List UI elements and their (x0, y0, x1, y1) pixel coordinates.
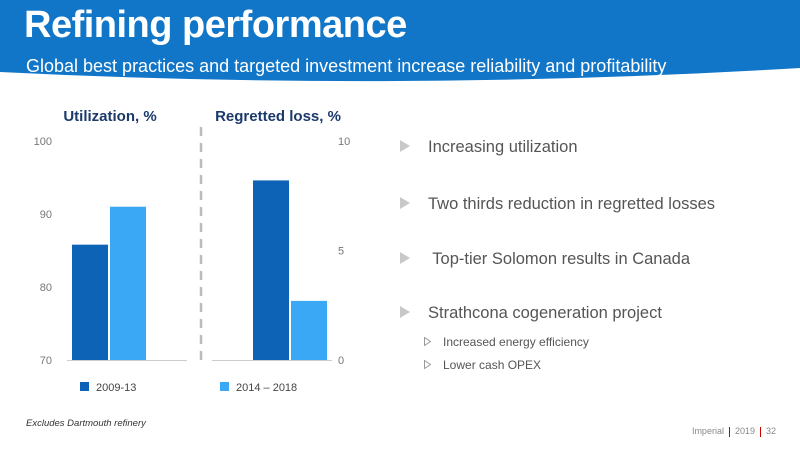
bullet-solomon: Top-tier Solomon results in Canada (400, 250, 690, 269)
footer-separator (728, 426, 730, 437)
y-tick-label: 70 (40, 355, 52, 367)
y-tick-label: 80 (40, 282, 52, 294)
footer-company: Imperial (691, 426, 724, 436)
legend-swatch (80, 382, 89, 391)
bar-utilization-1 (110, 206, 146, 360)
bar-regretted-loss-0 (253, 180, 289, 360)
outline-triangle-icon (424, 337, 431, 347)
triangle-bullet-icon (400, 251, 410, 264)
footer: Imperial 2019 32 (692, 426, 776, 437)
legend-label: 2014 – 2018 (236, 382, 297, 394)
sub-bullet-cash-opex: Lower cash OPEX (424, 358, 541, 372)
sub-bullet-energy-efficiency: Increased energy efficiency (424, 335, 589, 349)
y-tick-label: 5 (338, 246, 344, 258)
header-band (0, 0, 800, 84)
outline-triangle-icon (424, 360, 431, 370)
bullet-utilization: Increasing utilization (400, 138, 578, 157)
footnote: Excludes Dartmouth refinery (26, 418, 146, 429)
triangle-bullet-icon (400, 196, 410, 209)
bar-regretted-loss-1 (291, 300, 327, 360)
footer-year: 2019 (734, 426, 755, 436)
bar-utilization-0 (72, 244, 108, 360)
y-tick-label: 100 (34, 136, 52, 148)
page-title: Refining performance (24, 4, 407, 46)
footer-separator (759, 426, 761, 437)
chart-title-0: Utilization, % (63, 108, 156, 125)
y-tick-label: 90 (40, 209, 52, 221)
chart-title-1: Regretted loss, % (215, 108, 341, 125)
legend-swatch (220, 382, 229, 391)
y-tick-label: 0 (338, 355, 344, 367)
footer-page: 32 (765, 426, 776, 436)
triangle-bullet-icon (400, 139, 410, 152)
bullet-cogeneration: Strathcona cogeneration project (400, 304, 662, 323)
legend-label: 2009-13 (96, 382, 136, 394)
bullet-regretted-losses: Two thirds reduction in regretted losses (400, 195, 715, 214)
page-subtitle: Global best practices and targeted inves… (26, 56, 667, 76)
triangle-bullet-icon (400, 305, 410, 318)
y-tick-label: 10 (338, 136, 350, 148)
